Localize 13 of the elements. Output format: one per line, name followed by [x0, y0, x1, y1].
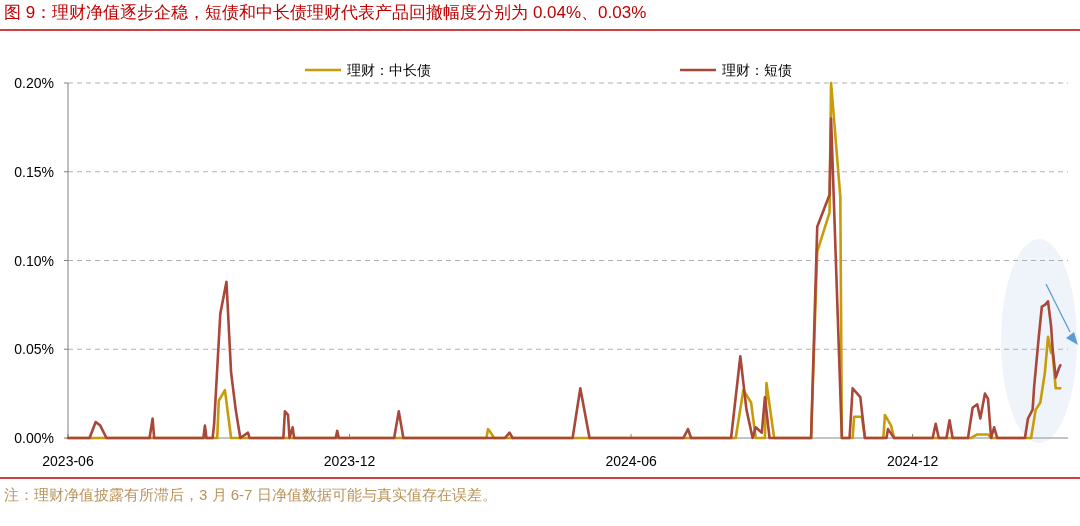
y-tick-label: 0.10%: [14, 252, 54, 269]
text: 注：理财净值披露有所滞后，3 月 6-7 日净值数据可能与真实值存在误差。: [4, 486, 497, 503]
x-tick-label: 2024-06: [605, 453, 657, 469]
legend-label: 理财：中长债: [347, 62, 431, 78]
x-tick-label: 2023-12: [323, 453, 376, 469]
y-tick-label: 0.05%: [14, 341, 54, 358]
x-tick-label: 2024-12: [886, 453, 939, 469]
y-tick-label: 0.20%: [14, 75, 54, 91]
legend-label: 理财：短债: [722, 62, 792, 78]
x-tick-label: 2023-06: [42, 453, 94, 469]
chart-title: 图 9：理财净值逐步企稳，短债和中长债理财代表产品回撤幅度分别为 0.04%、0.03%: [4, 3, 647, 22]
y-tick-label: 0.15%: [14, 163, 54, 180]
y-tick-label: 0.00%: [14, 430, 54, 446]
